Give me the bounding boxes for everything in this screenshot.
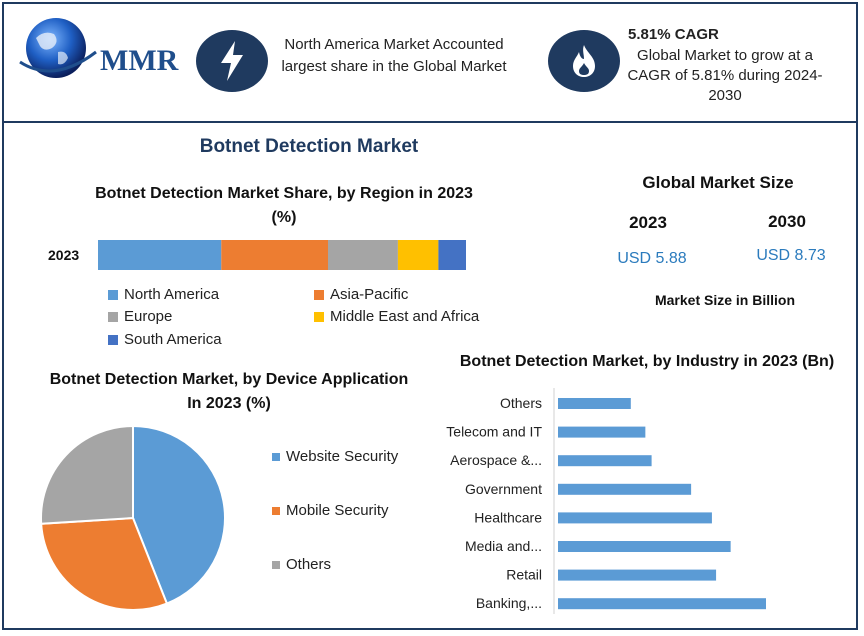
industry-tick-label: Aerospace &... [450,452,542,468]
legend-swatch [108,334,118,345]
region-chart-title: Botnet Detection Market Share, by Region… [95,185,473,226]
infographic-frame: MMR North America Market Accounted large… [2,2,858,630]
industry-tick-label: Banking,... [476,595,542,611]
lightning-icon [196,30,268,92]
industry-chart-title: Botnet Detection Market, by Industry in … [459,353,835,370]
market-size-title: Global Market Size [642,173,794,192]
value-2030: USD 8.73 [756,247,826,264]
region-legend-item: Asia-Pacific [314,286,408,303]
legend-label: Europe [124,308,173,325]
industry-bar [558,569,717,581]
device-chart-title: Botnet Detection Market, by Device Appli… [49,371,409,412]
legend-swatch [272,560,280,569]
legend-swatch [108,289,118,300]
industry-bar [558,541,731,552]
device-pie-chart [40,424,226,611]
region-legend-item: Europe [108,308,172,325]
industry-bar [558,483,692,495]
legend-swatch [272,452,280,461]
industry-tick-label: Healthcare [474,509,542,525]
industry-bar [558,512,712,524]
header-divider [4,121,856,123]
page-title: Botnet Detection Market [199,136,419,157]
region-legend-item: South America [108,331,222,348]
year-2030-label: 2030 [768,212,806,231]
industry-bar [558,455,652,467]
region-stacked-bar-chart: 2023 [48,240,466,270]
globe-icon [19,18,97,78]
pie-slice-0 [132,424,226,605]
industry-tick-label: Government [465,481,542,497]
legend-label: Others [286,556,332,573]
region-legend-item: North America [108,286,219,303]
device-legend-item: Others [272,556,331,573]
pie-slice-2 [40,424,134,525]
cagr-title: 5.81% CAGR [628,26,719,43]
industry-bar-chart: Others Telecom and IT Aerospace &... Govern… [446,388,766,614]
legend-swatch [314,311,324,322]
industry-tick-label: Others [500,395,542,411]
industry-bar [558,598,766,610]
industry-tick-label: Retail [506,567,542,583]
pie-slice-1 [40,516,169,611]
value-2023: USD 5.88 [617,250,687,267]
region-bar-segment-1 [221,240,328,270]
industry-bar [558,426,646,438]
legend-swatch [108,311,118,322]
logo-text: MMR [100,44,179,77]
region-legend-item: Middle East and Africa [314,308,479,325]
legend-label: South America [124,331,222,348]
industry-bar [558,398,631,409]
header: MMR North America Market Accounted large… [4,4,856,122]
legend-label: North America [124,286,220,303]
legend-label: Asia-Pacific [330,286,409,303]
logo: MMR [14,12,184,84]
region-bar-segment-0 [98,240,222,270]
region-year-label: 2023 [48,247,79,263]
legend-label: Middle East and Africa [330,308,480,325]
industry-tick-label: Media and... [465,538,542,554]
region-bar-segment-3 [397,240,439,270]
cagr-body: Global Market to grow at a CAGR of 5.81%… [627,47,823,104]
device-legend-item: Mobile Security [272,502,389,519]
legend-label: Mobile Security [286,502,389,519]
left-callout: North America Market Accounted largest s… [281,36,507,75]
legend-label: Website Security [286,448,399,465]
region-bar-segment-2 [328,240,398,270]
region-bar-segment-4 [438,240,466,270]
device-legend-item: Website Security [272,448,398,465]
legend-swatch [314,289,324,300]
market-size-footnote: Market Size in Billion [654,292,796,308]
flame-icon [548,30,620,92]
year-2023-label: 2023 [629,213,667,232]
industry-tick-label: Telecom and IT [446,424,542,440]
legend-swatch [272,506,280,515]
